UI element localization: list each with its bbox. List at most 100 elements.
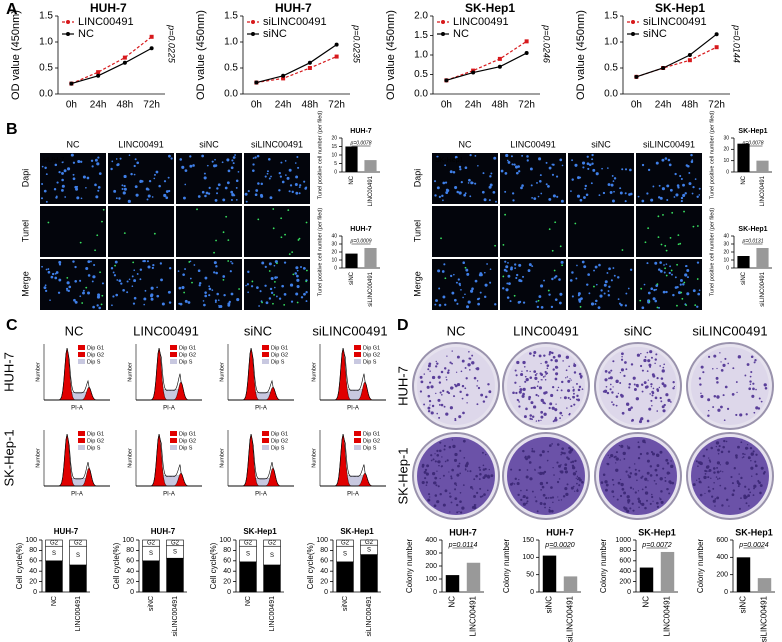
nucleus-dot — [579, 198, 583, 202]
apoptotic-dot — [444, 277, 447, 280]
colony-dot — [450, 477, 453, 480]
apoptotic-dot — [287, 209, 290, 212]
nucleus-dot — [168, 301, 172, 304]
nucleus-dot — [56, 181, 59, 184]
nucleus-dot — [230, 198, 233, 201]
plate — [599, 437, 677, 515]
colony-dot — [427, 409, 431, 413]
colony-dot — [605, 483, 609, 487]
nucleus-dot — [482, 172, 485, 175]
nucleus-dot — [444, 181, 448, 184]
colony-dot — [663, 403, 666, 407]
colony-dot — [544, 402, 546, 405]
colony-dot — [429, 381, 432, 384]
nucleus-dot — [45, 200, 48, 203]
colony-dot — [652, 500, 654, 502]
point — [96, 73, 101, 78]
annotation: p=0.0024 — [738, 542, 768, 549]
colony-dot — [471, 506, 475, 509]
nucleus-dot — [600, 289, 603, 292]
nucleus-dot — [288, 190, 291, 193]
apoptotic-dot — [669, 236, 672, 239]
nucleus-dot — [531, 265, 534, 268]
colony-dot — [552, 355, 556, 359]
nucleus-dot — [595, 299, 598, 303]
colony-dot — [715, 441, 720, 445]
colony-dot — [528, 461, 532, 464]
apoptotic-dot — [676, 304, 678, 307]
nucleus-dot — [168, 154, 171, 158]
colony-dot — [628, 475, 632, 479]
nucleus-dot — [160, 278, 163, 282]
apoptotic-dot — [440, 237, 442, 240]
series-line — [636, 46, 717, 78]
nucleus-dot — [153, 177, 156, 180]
nucleus-dot — [511, 192, 515, 195]
x-tick-label: siNC — [741, 271, 747, 285]
nucleus-dot — [207, 192, 211, 195]
colony-dot — [543, 502, 547, 506]
colony-dot — [443, 448, 446, 451]
nucleus-dot — [281, 180, 285, 184]
nucleus-dot — [682, 183, 685, 187]
colony-dot — [744, 374, 747, 377]
nucleus-dot — [559, 158, 563, 162]
legend-label: Dip S — [87, 445, 101, 451]
colony-dot — [565, 369, 568, 372]
colony-dot — [760, 466, 764, 470]
colony-dot — [758, 397, 761, 400]
y-axis-label: OD value (450nm) — [575, 10, 587, 100]
colony-dot — [556, 389, 559, 392]
nucleus-dot — [484, 284, 487, 287]
colony-dot — [540, 362, 542, 365]
micrograph — [568, 259, 634, 310]
colony-dot — [633, 388, 637, 392]
colony-dot — [446, 355, 448, 357]
colony-dot — [627, 474, 629, 476]
colony-dot — [572, 389, 575, 392]
nucleus-dot — [575, 277, 578, 280]
nucleus-dot — [679, 279, 683, 282]
apoptotic-dot — [504, 213, 507, 216]
legend-swatch — [354, 431, 361, 436]
colony-dot — [438, 416, 441, 419]
colony-dot — [478, 466, 481, 469]
colony-dot — [629, 486, 633, 489]
nucleus-dot — [250, 285, 254, 288]
apoptotic-dot — [257, 218, 260, 221]
micrograph — [40, 259, 106, 310]
nucleus-dot — [80, 197, 83, 200]
apoptotic-dot — [297, 239, 300, 241]
bar — [364, 248, 377, 268]
series-line — [71, 47, 152, 85]
colony-dot — [451, 350, 453, 352]
colony-dot — [536, 373, 538, 375]
nucleus-dot — [267, 170, 269, 173]
nucleus-dot — [294, 182, 298, 186]
nucleus-dot — [621, 168, 624, 171]
colony-dot — [569, 378, 571, 380]
nucleus-dot — [92, 275, 96, 279]
colony-dot — [428, 399, 432, 403]
nucleus-dot — [460, 289, 462, 291]
colony-dot — [745, 413, 748, 416]
colony-dot — [544, 378, 547, 381]
colony-dot — [442, 474, 445, 477]
nucleus-dot — [663, 264, 665, 266]
colony-dot — [466, 461, 469, 464]
nucleus-dot — [500, 169, 504, 173]
colony-dot — [423, 470, 427, 474]
segment-label: G1 — [50, 574, 59, 580]
nucleus-dot — [540, 284, 544, 288]
nucleus-dot — [677, 186, 680, 189]
colony-dot — [476, 491, 479, 494]
colony-dot — [429, 404, 431, 406]
colony-dot — [659, 477, 663, 481]
colony-dot — [542, 493, 546, 497]
colony-dot — [577, 477, 580, 479]
nucleus-dot — [506, 282, 509, 285]
colony-dot — [740, 441, 743, 444]
nucleus-dot — [539, 174, 542, 177]
apoptotic-dot — [657, 215, 660, 218]
apoptotic-dot — [656, 283, 659, 286]
